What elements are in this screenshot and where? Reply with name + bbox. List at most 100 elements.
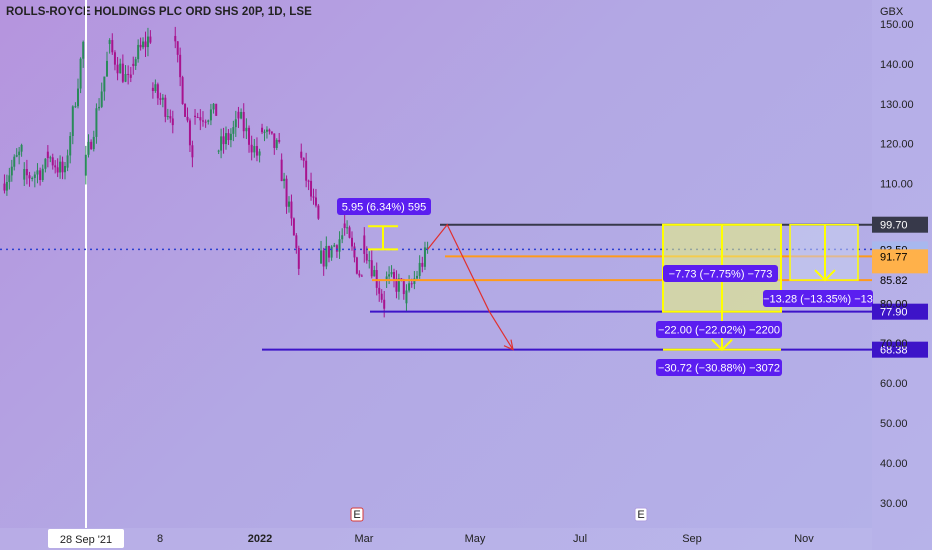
candle-body bbox=[188, 120, 191, 146]
measure-label: 5.95 (6.34%) 595 bbox=[342, 202, 426, 214]
candle-body bbox=[222, 136, 225, 145]
candle-body bbox=[397, 278, 400, 292]
candle-body bbox=[142, 41, 145, 48]
price-badge-77-90 bbox=[872, 303, 928, 320]
measure-label: −22.00 (−22.02%) −2200 bbox=[658, 325, 780, 337]
candle-body bbox=[119, 63, 122, 74]
candle-body bbox=[156, 84, 159, 99]
candle-body bbox=[137, 44, 140, 60]
candle-body bbox=[355, 257, 358, 274]
candle-body bbox=[240, 111, 243, 119]
candle-body bbox=[346, 227, 349, 229]
measure-label: −30.72 (−30.88%) −3072 bbox=[658, 363, 780, 375]
candle-body bbox=[383, 299, 386, 309]
time-axis[interactable] bbox=[0, 528, 872, 550]
candle-body bbox=[209, 109, 212, 121]
earnings-event-label: E bbox=[637, 509, 644, 521]
candle-body bbox=[64, 165, 66, 173]
candle-body bbox=[59, 161, 62, 173]
candle-body bbox=[54, 165, 57, 168]
candle-body bbox=[237, 111, 240, 119]
projection-arrowhead bbox=[503, 339, 514, 351]
candle-body bbox=[132, 63, 135, 66]
candle-body bbox=[333, 245, 336, 247]
candle-body bbox=[18, 151, 21, 156]
price-badge-99-70 bbox=[872, 216, 928, 233]
candle-body bbox=[365, 253, 368, 261]
candle-body bbox=[413, 278, 416, 284]
candle-body bbox=[410, 283, 413, 285]
x-tick-label: 2022 bbox=[248, 533, 272, 545]
candle-body bbox=[263, 131, 266, 133]
y-tick-label: 150.00 bbox=[880, 19, 914, 31]
x-tick-label: May bbox=[465, 533, 486, 545]
candle-body bbox=[370, 260, 373, 277]
candle-body bbox=[242, 111, 245, 132]
candle-body bbox=[353, 246, 356, 258]
price-badge-91-77: 91.77 bbox=[880, 251, 908, 263]
candle-body bbox=[335, 245, 338, 252]
price-scale[interactable] bbox=[872, 0, 932, 550]
candle-body bbox=[8, 175, 11, 182]
measure-label-badge bbox=[337, 198, 431, 215]
chart-title: ROLLS-ROYCE HOLDINGS PLC ORD SHS 20P, 1D… bbox=[6, 6, 312, 18]
y-tick-label: 110.00 bbox=[880, 179, 913, 191]
candle-body bbox=[146, 36, 149, 48]
candle-body bbox=[310, 180, 313, 197]
candle-body bbox=[103, 76, 106, 92]
candle-body bbox=[248, 127, 251, 145]
candle-body bbox=[416, 275, 419, 279]
candle-body bbox=[348, 227, 351, 238]
candle-body bbox=[46, 151, 49, 159]
candle-body bbox=[312, 196, 315, 198]
candle-body bbox=[212, 103, 215, 110]
candle-body bbox=[270, 131, 273, 134]
candle-body bbox=[285, 178, 288, 207]
candle-body bbox=[358, 273, 361, 276]
candle-body bbox=[278, 139, 281, 142]
earnings-event-marker[interactable] bbox=[634, 507, 648, 522]
candle-body bbox=[98, 106, 101, 109]
candle-body bbox=[204, 121, 207, 123]
candle-body bbox=[87, 141, 90, 155]
candle-body bbox=[169, 116, 172, 119]
candle-body bbox=[261, 127, 264, 133]
cursor-date-badge bbox=[48, 529, 124, 548]
candle-body bbox=[77, 88, 79, 107]
measure-arrow-head bbox=[814, 269, 836, 282]
candle-body bbox=[327, 245, 330, 258]
candle-body bbox=[388, 274, 391, 277]
candle-body bbox=[31, 177, 34, 179]
candle-body bbox=[295, 235, 298, 248]
price-badge-77-90-text: 77.90 bbox=[880, 307, 908, 319]
candle-body bbox=[268, 129, 271, 132]
candle-body bbox=[121, 63, 124, 82]
candle-body bbox=[154, 84, 157, 91]
candle-body bbox=[373, 270, 376, 277]
candle-body bbox=[305, 160, 308, 181]
candle-body bbox=[227, 133, 230, 141]
y-tick-label: 80.00 bbox=[880, 298, 908, 310]
candle-body bbox=[194, 115, 197, 118]
price-badge-99-70-text: 99.70 bbox=[880, 220, 908, 232]
candle-body bbox=[5, 181, 8, 191]
candle-body bbox=[368, 260, 371, 262]
candle-body bbox=[116, 64, 119, 74]
candle-body bbox=[363, 235, 366, 254]
candle-body bbox=[423, 247, 426, 267]
candle-body bbox=[378, 287, 381, 294]
y-tick-label: 60.00 bbox=[880, 378, 908, 390]
candle-body bbox=[320, 250, 323, 264]
candle-body bbox=[13, 156, 16, 167]
candle-body bbox=[229, 133, 232, 141]
earnings-event-marker[interactable] bbox=[350, 507, 364, 522]
candle-body bbox=[385, 276, 388, 280]
y-tick-label: 30.00 bbox=[880, 498, 908, 510]
candle-body bbox=[151, 87, 154, 91]
candle-body bbox=[375, 270, 378, 288]
candle-body bbox=[393, 272, 395, 279]
measure-label: −13.28 (−13.35%) −13 bbox=[763, 294, 873, 306]
candle-body bbox=[174, 35, 177, 42]
measure-label-badge bbox=[656, 321, 782, 338]
